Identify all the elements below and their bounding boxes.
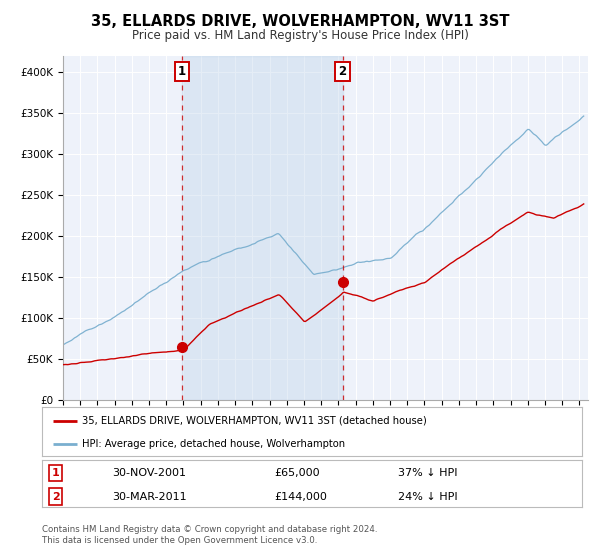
Text: 35, ELLARDS DRIVE, WOLVERHAMPTON, WV11 3ST (detached house): 35, ELLARDS DRIVE, WOLVERHAMPTON, WV11 3… bbox=[83, 416, 427, 426]
Text: Contains HM Land Registry data © Crown copyright and database right 2024.
This d: Contains HM Land Registry data © Crown c… bbox=[42, 525, 377, 545]
Text: 37% ↓ HPI: 37% ↓ HPI bbox=[398, 468, 458, 478]
Text: 1: 1 bbox=[52, 468, 59, 478]
Text: 30-MAR-2011: 30-MAR-2011 bbox=[112, 492, 187, 502]
Text: 1: 1 bbox=[178, 65, 186, 78]
Text: Price paid vs. HM Land Registry's House Price Index (HPI): Price paid vs. HM Land Registry's House … bbox=[131, 29, 469, 42]
Text: £65,000: £65,000 bbox=[274, 468, 320, 478]
Bar bbox=[182, 56, 343, 400]
Text: 2: 2 bbox=[52, 492, 59, 502]
Text: £144,000: £144,000 bbox=[274, 492, 327, 502]
Text: 24% ↓ HPI: 24% ↓ HPI bbox=[398, 492, 458, 502]
Text: 2: 2 bbox=[338, 65, 347, 78]
Text: 30-NOV-2001: 30-NOV-2001 bbox=[112, 468, 186, 478]
Text: 35, ELLARDS DRIVE, WOLVERHAMPTON, WV11 3ST: 35, ELLARDS DRIVE, WOLVERHAMPTON, WV11 3… bbox=[91, 14, 509, 29]
Text: HPI: Average price, detached house, Wolverhampton: HPI: Average price, detached house, Wolv… bbox=[83, 439, 346, 449]
